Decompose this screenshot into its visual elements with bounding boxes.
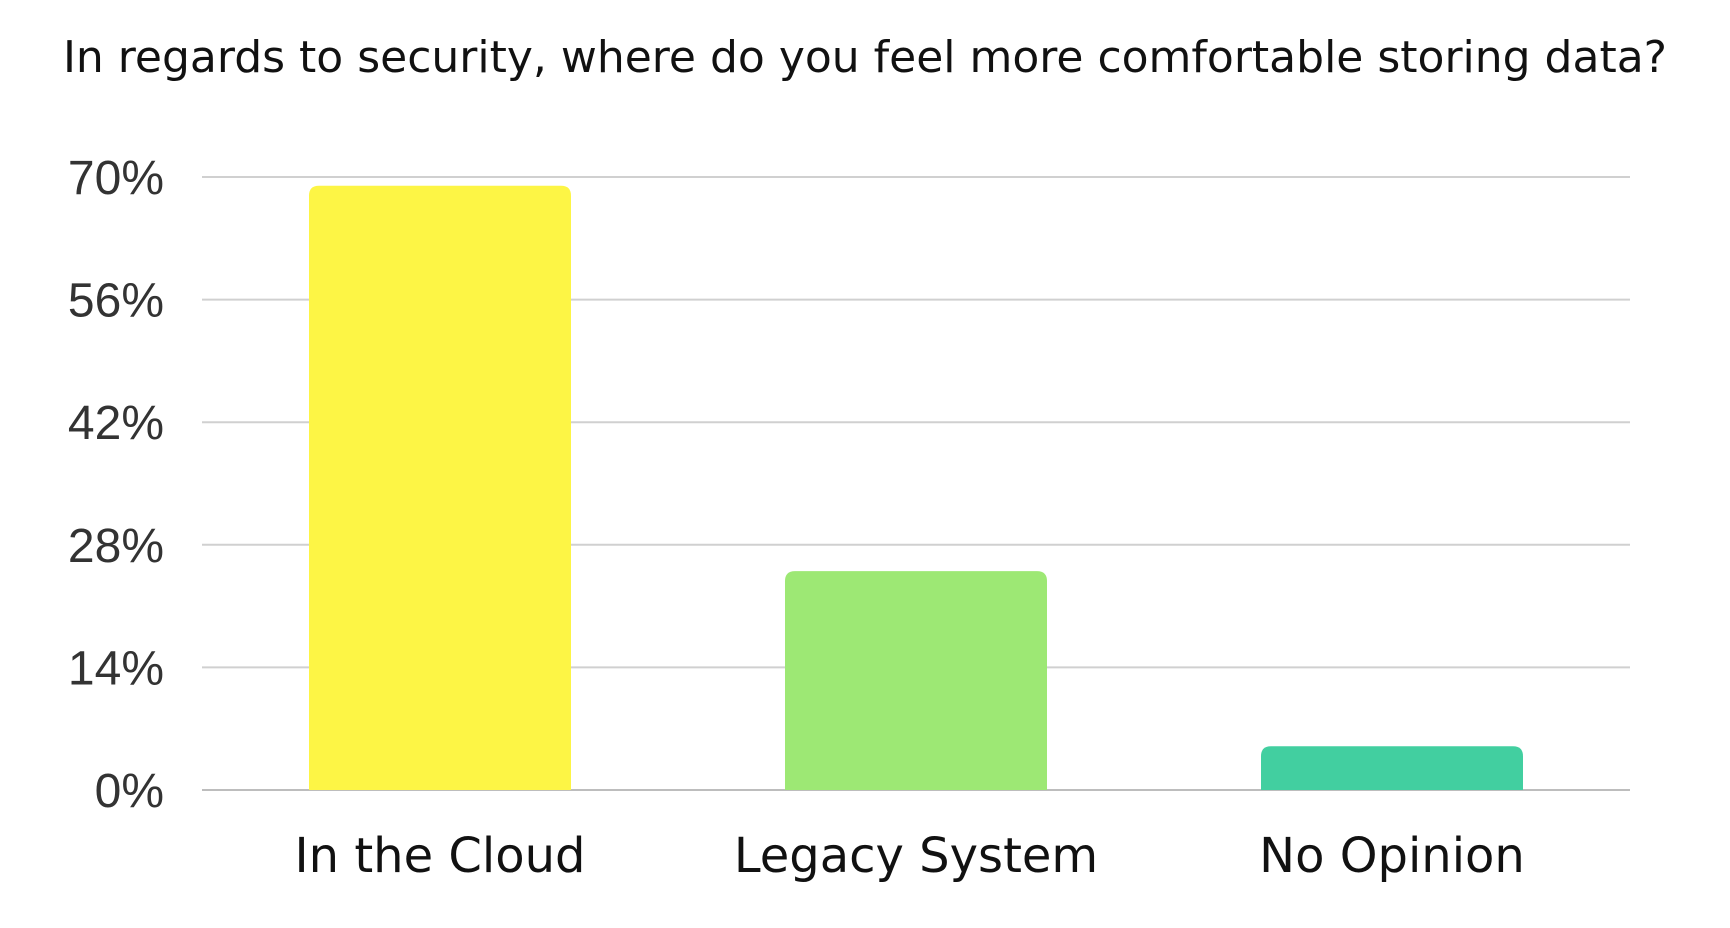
bar-no-opinion — [1261, 746, 1523, 790]
bar-legacy-system — [785, 571, 1047, 790]
y-tick-label: 42% — [68, 397, 164, 450]
y-tick-label: 70% — [68, 152, 164, 205]
chart-title: In regards to security, where do you fee… — [63, 32, 1667, 83]
y-tick-label: 0% — [95, 765, 164, 818]
x-category-label: No Opinion — [1259, 828, 1525, 884]
x-category-label: In the Cloud — [295, 828, 586, 884]
bar-in-the-cloud — [309, 185, 571, 790]
bars — [309, 185, 1523, 790]
y-tick-label: 28% — [68, 520, 164, 573]
x-axis-categories: In the Cloud Legacy System No Opinion — [295, 828, 1525, 884]
y-tick-label: 14% — [68, 642, 164, 695]
y-axis-ticks: 0% 14% 28% 42% 56% 70% — [68, 152, 164, 818]
x-category-label: Legacy System — [734, 828, 1098, 884]
y-tick-label: 56% — [68, 275, 164, 328]
